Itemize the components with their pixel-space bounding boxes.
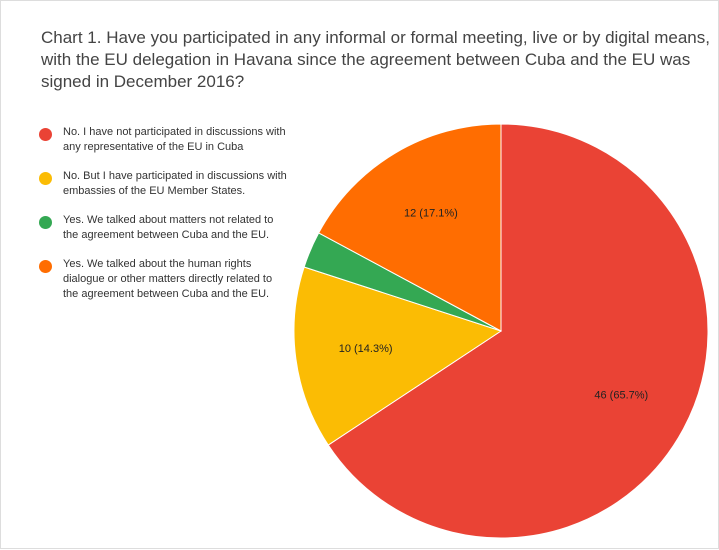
pie-slice xyxy=(293,266,503,446)
slice-label: 10 (14.3%) xyxy=(339,343,393,355)
pie-slice xyxy=(327,123,709,539)
legend: No. I have not participated in discussio… xyxy=(39,125,289,316)
legend-label: No. But I have participated in discussio… xyxy=(63,170,287,197)
slice-label: 12 (17.1%) xyxy=(404,208,458,220)
legend-swatch xyxy=(39,216,52,229)
legend-swatch xyxy=(39,172,52,185)
legend-item: Yes. We talked about matters not related… xyxy=(39,213,289,243)
slice-label: 46 (65.7%) xyxy=(594,390,648,402)
legend-label: No. I have not participated in discussio… xyxy=(63,126,286,153)
chart-title: Chart 1. Have you participated in any in… xyxy=(41,28,710,91)
legend-swatch xyxy=(39,260,52,273)
legend-item: No. But I have participated in discussio… xyxy=(39,169,289,199)
legend-item: Yes. We talked about the human rights di… xyxy=(39,257,289,302)
legend-item: No. I have not participated in discussio… xyxy=(39,125,289,155)
pie-slice xyxy=(318,123,502,332)
legend-swatch xyxy=(39,128,52,141)
legend-label: Yes. We talked about matters not related… xyxy=(63,214,274,241)
legend-label: Yes. We talked about the human rights di… xyxy=(63,258,273,300)
